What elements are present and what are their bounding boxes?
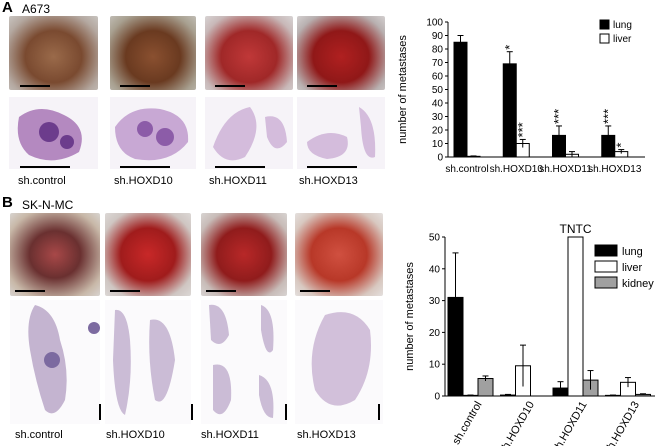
y-tick-label: 70 [432, 58, 444, 69]
photo-label-control: sh.control [18, 175, 66, 187]
bar-liver [567, 236, 584, 397]
x-tick-label: sh.HOXD10 [490, 164, 544, 175]
legend-label-liver: liver [613, 34, 632, 45]
scale-bar [110, 290, 140, 292]
lung-photo-control [10, 213, 100, 296]
x-tick-label: sh.HOXD13 [602, 400, 642, 446]
y-tick-label: 10 [432, 139, 444, 150]
tntc-annotation: TNTC [560, 222, 592, 236]
significance-marker: *** [551, 109, 566, 124]
legend-label-kidney: kidney [622, 278, 654, 290]
scale-bar [206, 290, 236, 292]
scale-bar [378, 404, 380, 420]
legend-label-lung: lung [613, 20, 632, 31]
y-tick-label: 0 [434, 392, 440, 403]
scale-bar [20, 85, 50, 87]
significance-marker: *** [600, 109, 615, 124]
bar-lung [502, 63, 517, 158]
legend-label-lung: lung [622, 246, 643, 258]
histology-hoxd11 [201, 300, 287, 424]
lung-photo-hoxd10 [110, 16, 196, 90]
legend-swatch-lung [599, 19, 610, 30]
histology-hoxd10 [105, 300, 191, 424]
histology-hoxd10 [110, 97, 196, 169]
y-tick-label: 20 [432, 126, 444, 137]
chart-a: 0 10 20 30 40 50 60 70 80 90 100 number of metastas… [397, 18, 645, 175]
histology-hoxd11 [205, 97, 293, 169]
scale-bar [120, 85, 150, 87]
x-tick-label: sh.control [445, 164, 488, 175]
photo-label-hoxd10: sh.HOXD10 [106, 429, 165, 441]
x-tick-label: sh.HOXD11 [550, 400, 589, 446]
scale-bar [99, 404, 101, 420]
legend-swatch-lung [594, 244, 618, 257]
x-tick-label: sh.HOXD10 [497, 400, 537, 446]
y-tick-label: 50 [432, 85, 444, 96]
y-tick-label: 30 [432, 112, 444, 123]
histology-hoxd13 [297, 97, 385, 169]
panel-b-letter: B [2, 194, 13, 211]
scale-bar [20, 166, 70, 168]
y-tick-label: 40 [429, 264, 441, 275]
significance-marker: * [613, 143, 628, 148]
scale-bar [215, 85, 245, 87]
scale-bar [215, 166, 265, 168]
scale-bar [307, 166, 357, 168]
y-tick-label: 50 [429, 233, 441, 244]
x-tick-label: sh.control [450, 400, 484, 446]
lung-photo-hoxd11 [201, 213, 287, 296]
legend-label-liver: liver [622, 262, 643, 274]
scale-bar [300, 290, 330, 292]
lung-photo-control [9, 16, 98, 90]
lung-photo-hoxd11 [205, 16, 293, 90]
y-tick-label: 80 [432, 45, 444, 56]
chart-b: 0 10 20 30 40 50 number of metastases sh.contro… [404, 222, 655, 446]
y-tick-label: 30 [429, 296, 441, 307]
y-tick-label: 20 [429, 328, 441, 339]
scale-bar [15, 290, 45, 292]
y-tick-label: 0 [437, 153, 443, 164]
panel-a-letter: A [2, 0, 13, 16]
bar-kidney [477, 378, 494, 397]
scale-bar [285, 404, 287, 420]
significance-marker: *** [515, 122, 530, 137]
lung-photo-hoxd10 [105, 213, 191, 296]
lung-photo-hoxd13 [297, 16, 385, 90]
photo-label-hoxd11: sh.HOXD11 [201, 429, 259, 441]
y-tick-label: 100 [426, 18, 443, 29]
significance-marker: * [502, 45, 517, 50]
y-tick-label: 10 [429, 360, 441, 371]
photo-label-control: sh.control [15, 429, 63, 441]
panel-b-cell-line: SK-N-MC [22, 198, 74, 212]
photo-label-hoxd13: sh.HOXD13 [299, 175, 358, 187]
x-tick-label: sh.HOXD13 [588, 164, 642, 175]
scale-bar [120, 166, 170, 168]
histology-control [10, 300, 100, 424]
scale-bar [307, 85, 337, 87]
legend-swatch-liver [594, 260, 618, 273]
photo-label-hoxd10: sh.HOXD10 [114, 175, 173, 187]
y-tick-label: 60 [432, 72, 444, 83]
bar-lung [453, 41, 468, 158]
y-tick-label: 90 [432, 31, 444, 42]
panel-a-cell-line: A673 [22, 2, 51, 16]
lung-photo-hoxd13 [295, 213, 383, 296]
photo-label-hoxd11: sh.HOXD11 [209, 175, 267, 187]
histology-hoxd13 [295, 300, 383, 424]
legend-swatch-kidney [594, 276, 618, 289]
y-axis-label: number of metastases [404, 262, 416, 371]
y-axis-label: number of metastases [397, 35, 409, 144]
photo-label-hoxd13: sh.HOXD13 [297, 429, 356, 441]
x-tick-label: sh.HOXD11 [539, 164, 592, 175]
y-tick-label: 40 [432, 99, 444, 110]
histology-control [9, 97, 98, 169]
legend-swatch-liver [599, 33, 610, 44]
scale-bar [191, 404, 193, 420]
